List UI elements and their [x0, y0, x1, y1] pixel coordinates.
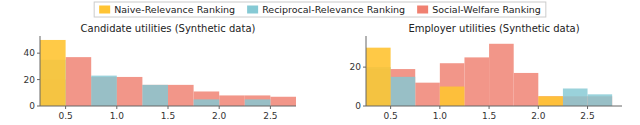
bar [219, 95, 245, 106]
bar [194, 99, 220, 106]
y-axis [366, 36, 367, 106]
x-tick [219, 106, 220, 109]
series [40, 60, 270, 106]
y-tick [363, 106, 366, 107]
x-tick-label: 2.5 [263, 111, 277, 121]
bar [168, 85, 194, 106]
bar [538, 96, 563, 106]
x-tick [390, 106, 391, 109]
bar [366, 48, 391, 106]
bar [142, 85, 168, 106]
x-tick [489, 106, 490, 109]
legend-swatch [417, 6, 428, 14]
bar [514, 73, 539, 106]
x-tick [65, 106, 66, 109]
y-tick-label: 40 [24, 48, 36, 58]
y-tick-label: 0 [29, 101, 35, 111]
bar [270, 97, 296, 106]
chart: Candidate utilities (Synthetic data) 0 20 4… [0, 0, 640, 125]
x-tick [270, 106, 271, 109]
bar [40, 40, 66, 106]
bar [464, 57, 489, 106]
bar [440, 87, 465, 106]
x-tick-label: 2.0 [531, 111, 546, 121]
bar [440, 63, 465, 106]
x-tick-label: 1.5 [482, 111, 496, 121]
x-axis [366, 106, 622, 107]
x-tick-label: 0.5 [58, 111, 72, 121]
bar [66, 57, 92, 106]
y-tick-label: 0 [355, 101, 361, 111]
series [40, 57, 296, 106]
bar [489, 44, 514, 106]
series [40, 40, 66, 106]
x-tick-label: 1.0 [433, 111, 448, 121]
bar [563, 89, 588, 107]
title: Employer utilities (Synthetic data) [408, 23, 579, 34]
bar [245, 95, 271, 106]
x-tick [538, 106, 539, 109]
legend-label: Social-Welfare Ranking [432, 4, 541, 15]
x-tick-label: 2.0 [212, 111, 227, 121]
y-tick-label: 20 [350, 62, 362, 72]
bar [194, 91, 220, 106]
y-tick-label: 20 [24, 75, 36, 85]
panel: Candidate utilities (Synthetic data) 0 20 4… [24, 23, 296, 121]
y-tick [37, 53, 40, 54]
bars [366, 44, 612, 106]
y-axis [40, 36, 41, 106]
x-tick-label: 1.5 [161, 111, 175, 121]
bar [415, 83, 440, 106]
x-tick [439, 106, 440, 109]
x-tick [168, 106, 169, 109]
title: Candidate utilities (Synthetic data) [81, 23, 256, 34]
x-tick [587, 106, 588, 109]
bar [538, 96, 563, 106]
y-tick [37, 79, 40, 80]
x-tick-label: 0.5 [383, 111, 397, 121]
legend-label: Reciprocal-Relevance Ranking [262, 4, 405, 15]
series [366, 48, 563, 106]
y-tick [363, 67, 366, 68]
series [366, 67, 612, 106]
bar [91, 76, 117, 106]
bar [391, 69, 416, 106]
y-tick [37, 106, 40, 107]
x-tick-label: 2.5 [580, 111, 594, 121]
bars [40, 40, 296, 106]
legend-swatch [99, 6, 110, 14]
legend-swatch [247, 6, 258, 14]
bar [245, 99, 271, 106]
panel: Employer utilities (Synthetic data) 0 20 0.… [350, 23, 622, 121]
series [366, 44, 612, 106]
x-tick-label: 1.0 [110, 111, 125, 121]
bar [117, 77, 143, 106]
bar [142, 85, 168, 106]
legend: Naive-Relevance Ranking Reciprocal-Releva… [94, 2, 546, 17]
legend-label: Naive-Relevance Ranking [114, 4, 235, 15]
bar [391, 77, 416, 106]
bar [588, 94, 613, 106]
x-tick [116, 106, 117, 109]
legend-frame [94, 2, 546, 17]
